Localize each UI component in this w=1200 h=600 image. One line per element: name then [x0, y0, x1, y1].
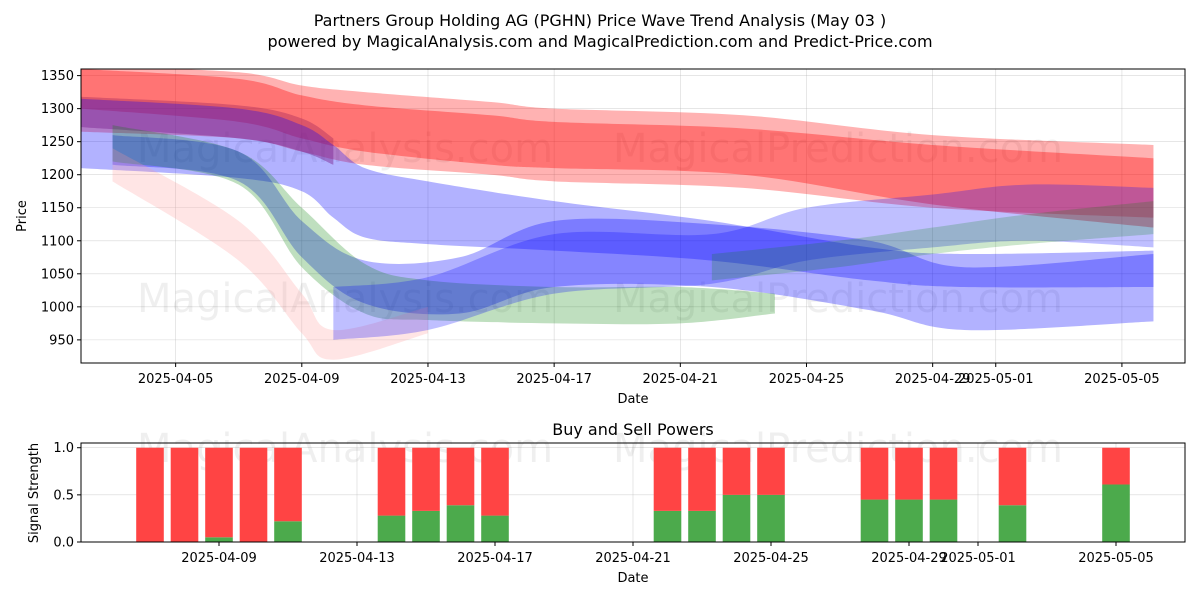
price-y-tick-label: 1050	[41, 267, 74, 282]
buy-bar	[1102, 484, 1130, 542]
buy-bar	[722, 494, 751, 542]
price-y-tick-label: 950	[49, 333, 74, 348]
chart-title-line2: powered by MagicalAnalysis.com and Magic…	[267, 32, 932, 51]
buy-bar	[481, 515, 509, 542]
signal-y-tick-label: 0.5	[53, 488, 74, 503]
price-y-tick-label: 1350	[41, 69, 74, 84]
price-gridlines	[81, 69, 1185, 363]
buy-bar	[929, 499, 958, 542]
price-y-tick-label: 1100	[41, 234, 74, 249]
sell-bar	[412, 447, 440, 511]
signal-panel-title: Buy and Sell Powers	[552, 420, 714, 439]
watermark-top-left: MagicalAnalysis.com	[137, 126, 553, 172]
sell-bar	[653, 447, 682, 511]
sell-bar	[688, 447, 716, 511]
signal-x-tick-label: 2025-04-17	[457, 551, 533, 566]
signal-y-axis-label: Signal Strength	[27, 443, 42, 543]
price-y-tick-label: 1000	[41, 300, 74, 315]
sell-bar	[860, 447, 889, 500]
price-band-pink-wave	[112, 148, 428, 360]
price-band-green-wave-2	[711, 201, 1154, 281]
sell-bar	[929, 447, 958, 500]
signal-panel: Buy and Sell Powers MagicalAnalysis.com …	[27, 420, 1186, 586]
price-watermarks: MagicalAnalysis.com MagicalPrediction.co…	[137, 126, 1063, 322]
price-plot-frame	[80, 68, 1186, 364]
buy-bar	[895, 499, 923, 542]
price-x-tick-label: 2025-04-21	[643, 372, 719, 387]
price-x-tick-label: 2025-04-09	[264, 372, 340, 387]
signal-x-ticks: 2025-04-09 2025-04-13 2025-04-17 2025-04-21…	[181, 542, 1154, 566]
signal-watermarks: MagicalAnalysis.com MagicalPrediction.co…	[137, 426, 1063, 472]
price-x-tick-label: 2025-04-17	[516, 372, 592, 387]
price-x-tick-label: 2025-05-05	[1084, 372, 1160, 387]
price-x-tick-label: 2025-04-13	[390, 372, 466, 387]
sell-bar	[274, 447, 302, 522]
sell-bar	[481, 447, 509, 516]
price-x-axis-label: Date	[617, 392, 648, 407]
sell-bar	[205, 447, 233, 538]
signal-bars	[136, 447, 1130, 542]
sell-bar	[998, 447, 1027, 506]
buy-bar	[274, 521, 302, 542]
price-band-blue-wave-3	[333, 184, 1154, 340]
sell-bar	[895, 447, 923, 500]
price-y-tick-label: 1250	[41, 135, 74, 150]
chart-title-line1: Partners Group Holding AG (PGHN) Price W…	[314, 11, 886, 30]
sell-bar	[757, 447, 785, 495]
sell-bar	[1102, 447, 1130, 485]
watermark-mid-right: MagicalPrediction.com	[613, 276, 1063, 322]
price-band-blue-wave-1	[81, 98, 1154, 288]
signal-x-tick-label: 2025-04-29	[871, 551, 947, 566]
price-x-tick-label: 2025-04-29	[895, 372, 971, 387]
sell-bar	[446, 447, 475, 506]
sell-bar	[170, 447, 199, 542]
sell-bar	[136, 447, 164, 542]
price-y-axis-label: Price	[15, 200, 30, 232]
signal-y-ticks: 0.0 0.5 1.0	[53, 441, 81, 551]
signal-x-tick-label: 2025-05-01	[940, 551, 1016, 566]
buy-bar	[377, 515, 406, 542]
sell-bar	[722, 447, 751, 495]
signal-x-tick-label: 2025-05-05	[1078, 551, 1154, 566]
price-panel: MagicalAnalysis.com MagicalPrediction.co…	[15, 68, 1186, 407]
price-x-ticks: 2025-04-05 2025-04-09 2025-04-13 2025-04-17…	[138, 363, 1160, 387]
price-band-red-wave-1	[81, 69, 1154, 218]
signal-x-tick-label: 2025-04-25	[733, 551, 809, 566]
price-x-tick-label: 2025-04-25	[769, 372, 845, 387]
price-y-ticks: 950 1000 1050 1100 1150 1200 1250 1300 1350	[41, 69, 81, 348]
price-y-tick-label: 1150	[41, 201, 74, 216]
signal-x-tick-label: 2025-04-21	[595, 551, 671, 566]
watermark-bottom-right: MagicalPrediction.com	[613, 426, 1063, 472]
signal-x-tick-label: 2025-04-09	[181, 551, 257, 566]
signal-y-tick-label: 0.0	[53, 536, 74, 551]
signal-x-tick-label: 2025-04-13	[319, 551, 395, 566]
price-y-tick-label: 1300	[41, 102, 74, 117]
buy-bar	[446, 505, 475, 542]
watermark-mid-left: MagicalAnalysis.com	[137, 276, 553, 322]
price-band-green-wave	[112, 125, 775, 325]
buy-bar	[688, 510, 716, 542]
sell-bar	[377, 447, 406, 516]
price-band-purple-wave	[81, 96, 334, 165]
signal-y-tick-label: 1.0	[53, 441, 74, 456]
price-y-tick-label: 1200	[41, 168, 74, 183]
signal-x-axis-label: Date	[617, 571, 648, 586]
price-band-blue-wave-2	[112, 135, 1154, 331]
watermark-top-right: MagicalPrediction.com	[613, 126, 1063, 172]
buy-bar	[860, 499, 889, 542]
sell-bar	[239, 447, 268, 542]
buy-bar	[757, 494, 785, 542]
buy-bar	[205, 537, 233, 542]
price-plot-background	[81, 69, 1185, 363]
price-band-red-wave-2	[81, 69, 1154, 228]
buy-bar	[412, 510, 440, 542]
buy-bar	[998, 505, 1027, 542]
price-x-tick-label: 2025-05-01	[958, 372, 1034, 387]
price-x-tick-label: 2025-04-05	[138, 372, 214, 387]
price-wave-bands	[81, 69, 1154, 360]
buy-bar	[653, 510, 682, 542]
